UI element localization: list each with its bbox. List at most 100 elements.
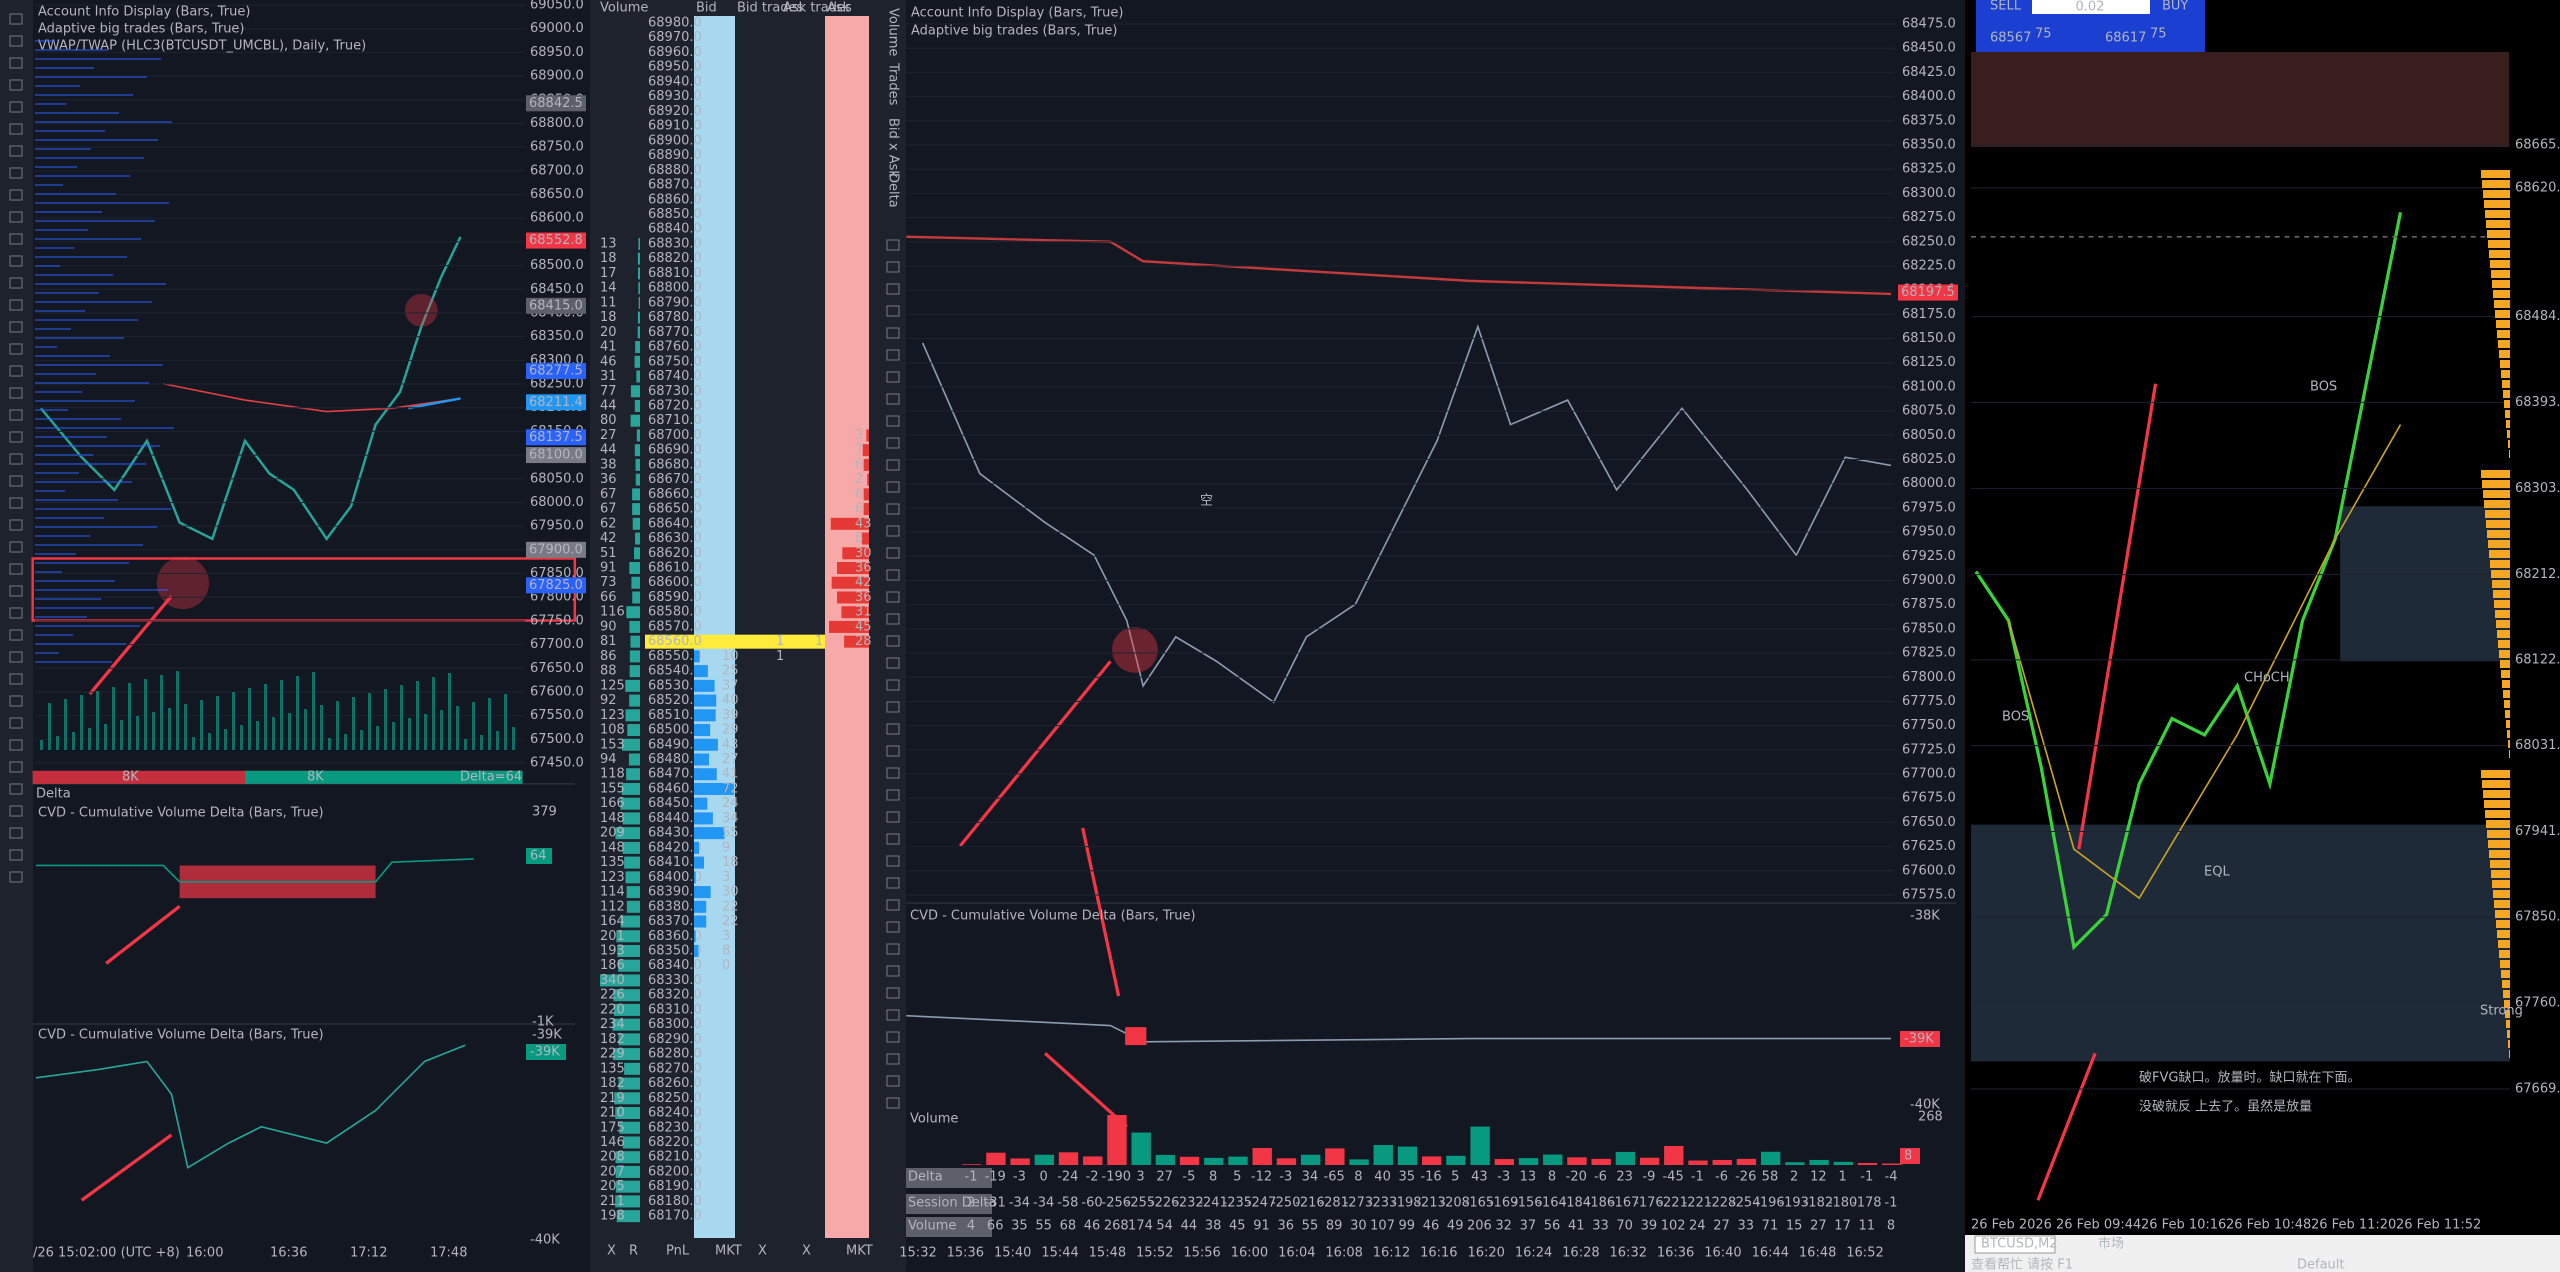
dom-volume: 66 — [600, 590, 617, 605]
profile-bar — [35, 436, 107, 438]
tool-icon — [9, 365, 23, 377]
price-label: 68552.8 — [529, 233, 583, 248]
volume-bar — [344, 734, 347, 750]
time-label: 26 Feb 10:16 — [2141, 1218, 2226, 1233]
table-cell: 13 — [1520, 1170, 1537, 1185]
time-label: 16:48 — [1799, 1246, 1836, 1261]
profile-bar — [2485, 210, 2510, 218]
dom-price: 68680.0 — [648, 457, 702, 472]
profile-bar — [2481, 170, 2510, 178]
tool-icon — [886, 745, 900, 757]
profile-bar — [2487, 230, 2510, 238]
table-cell: -190 — [1102, 1170, 1132, 1185]
volume-bar — [635, 458, 640, 471]
table-cell: 55 — [1302, 1219, 1319, 1234]
dom-volume: 186 — [600, 958, 625, 973]
tool-icon — [886, 547, 900, 559]
profile-bar — [2509, 750, 2510, 758]
fvg-box — [2340, 506, 2510, 662]
volume-bar — [631, 576, 640, 589]
table-cell: 8 — [1209, 1170, 1217, 1185]
volume-bar — [152, 712, 155, 750]
panel-title: Volume — [910, 1112, 958, 1127]
sell: SELL — [1990, 0, 2022, 14]
profile-bar — [35, 67, 94, 69]
profile-bar — [2496, 620, 2510, 628]
profile-bar — [35, 292, 99, 294]
table-cell: 56 — [1544, 1219, 1561, 1234]
profile-bar — [35, 139, 158, 141]
dom-volume: 229 — [600, 1047, 625, 1062]
dom-ask: 6 — [855, 457, 863, 472]
volume-bar — [56, 736, 59, 750]
dom-volume: 81 — [600, 634, 617, 649]
profile-bar — [2483, 490, 2510, 498]
y-tick-label: 68750.0 — [530, 140, 584, 155]
y-tick-label: 68225.0 — [1902, 258, 1956, 273]
dom-volume: 20 — [600, 325, 617, 340]
volume-bar — [638, 267, 640, 280]
delta-label: Delta=64 — [460, 770, 522, 785]
tool-icon — [886, 415, 900, 427]
volume-bar — [629, 562, 640, 575]
dom-footer: MKT — [715, 1244, 742, 1259]
volume-bar — [632, 503, 640, 516]
y-tick-label: 68303.0 — [2515, 481, 2560, 496]
time-label: 16:32 — [1610, 1246, 1647, 1261]
tab[interactable] — [1974, 1235, 2056, 1254]
table-cell: 2 — [967, 1196, 975, 1211]
profile-bar — [2499, 350, 2510, 358]
volume-bar — [621, 782, 640, 795]
price-label-bg — [526, 232, 586, 249]
y-tick-label: 69000.0 — [530, 21, 584, 36]
dom-price: 68740.0 — [648, 369, 702, 384]
bid-bar — [694, 665, 708, 678]
dom-bid: 29 — [722, 723, 739, 738]
table-cell: -1 — [965, 1170, 978, 1185]
profile-bar — [35, 517, 104, 519]
profile-bar — [2504, 1000, 2510, 1008]
ask-bar — [829, 620, 869, 633]
profile-bar — [2496, 920, 2510, 928]
table-cell: -182 — [1804, 1196, 1834, 1211]
time-label: 16:28 — [1562, 1246, 1599, 1261]
volume-bar — [128, 683, 131, 750]
dom-price: 68870.0 — [648, 178, 702, 193]
vwap-line — [906, 235, 1892, 296]
profile-bar — [35, 571, 62, 573]
table-cell: 99 — [1399, 1219, 1416, 1234]
volume-bar — [613, 989, 640, 1002]
profile-bar — [35, 328, 71, 330]
dom-volume: 193 — [600, 943, 625, 958]
dom-volume: 219 — [600, 1091, 625, 1106]
profile-bar — [2484, 800, 2510, 808]
dom-price: 68810.0 — [648, 266, 702, 281]
table-cell: 5 — [1451, 1170, 1459, 1185]
bid-bar — [694, 900, 707, 913]
dom-footer: R — [629, 1244, 638, 1259]
row-name: Delta — [908, 1170, 943, 1185]
dom-bid: 8 — [722, 943, 730, 958]
vwap-line — [408, 397, 461, 410]
table-cell: -165 — [1465, 1196, 1495, 1211]
delta-label: 8K — [122, 770, 139, 785]
profile-bar — [35, 562, 129, 564]
profile-bar — [35, 40, 55, 42]
dom-bid: 0 — [722, 958, 730, 973]
y-tick-label: 67875.0 — [1902, 597, 1956, 612]
table-cell: 40 — [1374, 1170, 1391, 1185]
dom-volume: 17 — [600, 266, 617, 281]
time-label: 16:24 — [1515, 1246, 1552, 1261]
tool-icon — [886, 613, 900, 625]
tool-icon — [886, 283, 900, 295]
tool-icon — [886, 965, 900, 977]
profile-bar — [35, 310, 85, 312]
table-cell: -1 — [1885, 1196, 1898, 1211]
price-label: 68415.0 — [529, 298, 583, 313]
dom-price: 68230.0 — [648, 1120, 702, 1135]
volume-bar — [615, 1151, 640, 1164]
last-bg — [1900, 1031, 1940, 1047]
volume-bar — [216, 696, 219, 750]
y-tick-label: 68025.0 — [1902, 452, 1956, 467]
volume-bar — [634, 355, 640, 368]
